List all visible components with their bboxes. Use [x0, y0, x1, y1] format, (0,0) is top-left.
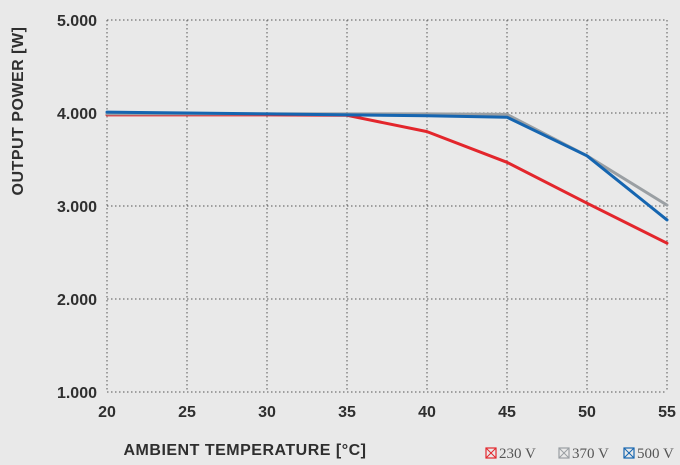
y-axis-title: OUTPUT POWER [W] [10, 27, 27, 196]
legend-swatch-cross [485, 447, 497, 459]
series-line-370v [105, 112, 669, 207]
legend-label: 370 V [572, 446, 609, 462]
legend-item: 370 V [558, 446, 609, 462]
legend: 230 V 370 V 500 V [485, 446, 674, 462]
x-tick-label: 30 [258, 404, 276, 421]
series-layer [105, 110, 669, 245]
y-tick-label: 4.000 [57, 106, 97, 123]
series-line-230v [105, 113, 669, 245]
legend-swatch [558, 447, 570, 459]
legend-swatch [485, 447, 497, 459]
grid [106, 19, 668, 393]
legend-label: 230 V [499, 446, 536, 462]
x-tick-label: 50 [578, 404, 596, 421]
legend-swatch-cross [623, 447, 635, 459]
series-line-500v [105, 110, 669, 222]
legend-swatch [623, 447, 635, 459]
x-tick-labels: 20 25 30 35 40 45 50 55 [98, 404, 676, 421]
x-tick-label: 55 [658, 404, 676, 421]
x-tick-label: 25 [178, 404, 196, 421]
x-tick-label: 20 [98, 404, 116, 421]
y-tick-label: 1.000 [57, 385, 97, 402]
y-tick-labels: 1.000 2.000 3.000 4.000 5.000 [57, 13, 97, 402]
x-tick-label: 35 [338, 404, 356, 421]
y-tick-label: 2.000 [57, 292, 97, 309]
x-axis-title: AMBIENT TEMPERATURE [°C] [124, 442, 367, 459]
x-tick-label: 40 [418, 404, 436, 421]
legend-item: 500 V [623, 446, 674, 462]
x-tick-label: 45 [498, 404, 516, 421]
y-tick-label: 3.000 [57, 199, 97, 216]
legend-label: 500 V [637, 446, 674, 462]
y-tick-label: 5.000 [57, 13, 97, 30]
legend-swatch-cross [558, 447, 570, 459]
legend-item: 230 V [485, 446, 536, 462]
